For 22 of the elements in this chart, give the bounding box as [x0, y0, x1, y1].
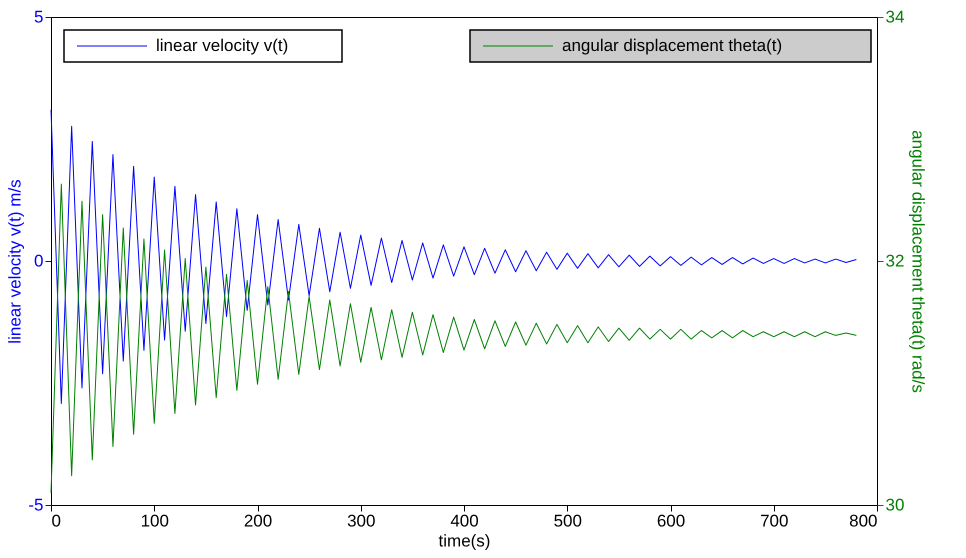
- x-tick-label: 200: [244, 512, 272, 530]
- y-axis-title: linear velocity v(t) m/s: [5, 179, 24, 344]
- y2-tick-label: 32: [886, 252, 904, 270]
- legend-label: linear velocity v(t): [156, 36, 288, 55]
- y-tick-label: 5: [34, 8, 44, 26]
- x-tick-label: 0: [52, 512, 61, 530]
- legend-label: angular displacement theta(t): [562, 36, 782, 55]
- x-tick-label: 800: [849, 512, 878, 530]
- x-tick-label: 600: [656, 512, 686, 530]
- x-tick-label: 700: [760, 512, 788, 530]
- x-tick-label: 500: [554, 512, 582, 530]
- y2-tick-label: 34: [886, 8, 904, 26]
- line-series: [50, 109, 857, 404]
- y-tick-label: -5: [28, 496, 44, 514]
- x-tick-label: 100: [140, 512, 169, 530]
- y-tick-label: 0: [34, 252, 44, 270]
- line-series: [50, 184, 857, 494]
- y2-tick-label: 30: [886, 496, 904, 514]
- x-axis-title: time(s): [438, 532, 490, 550]
- x-tick-label: 300: [347, 512, 376, 530]
- y2-axis-title: angular displacement theta(t) rad/s: [908, 130, 928, 393]
- x-tick-label: 400: [450, 512, 479, 530]
